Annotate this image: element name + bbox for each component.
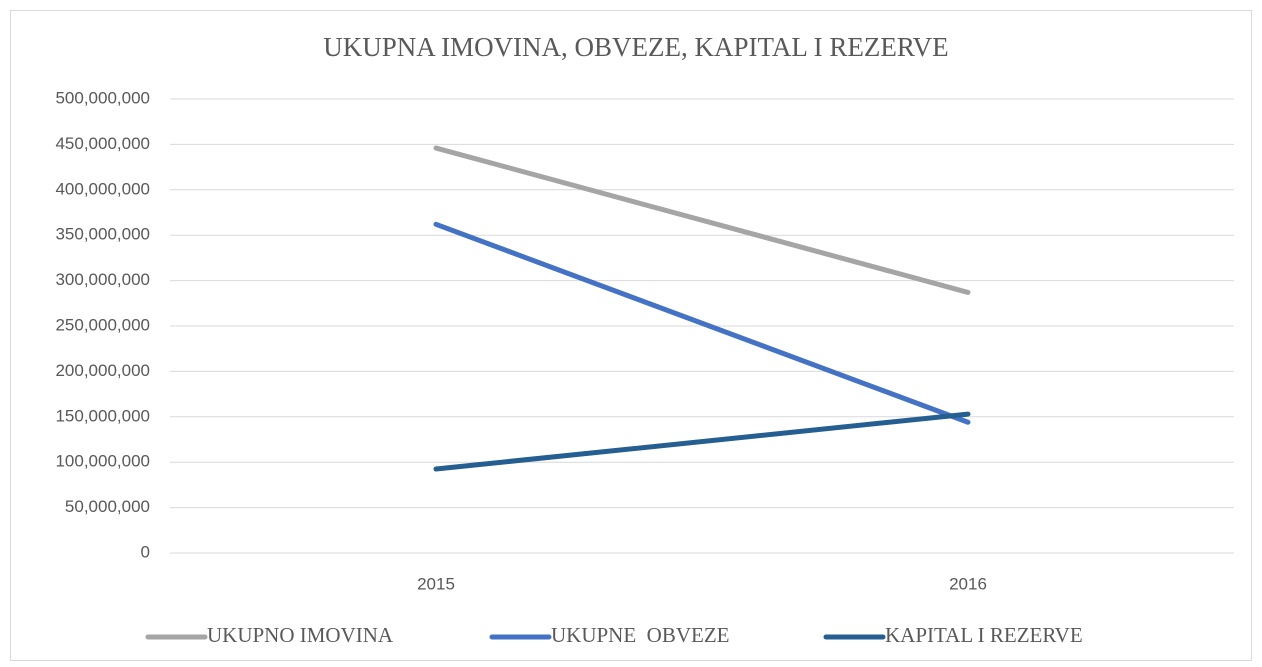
series-line xyxy=(433,221,971,425)
y-tick-label: 200,000,000 xyxy=(55,361,150,380)
legend-label: UKUPNO IMOVINA xyxy=(207,623,394,647)
chart-title: UKUPNA IMOVINA, OBVEZE, KAPITAL I REZERV… xyxy=(323,32,948,62)
legend-label: UKUPNE OBVEZE xyxy=(551,623,730,647)
y-tick-label: 50,000,000 xyxy=(65,497,150,516)
y-tick-label: 500,000,000 xyxy=(55,88,150,107)
y-tick-label: 0 xyxy=(141,542,150,561)
y-tick-label: 350,000,000 xyxy=(55,225,150,244)
y-tick-label: 400,000,000 xyxy=(55,179,150,198)
x-tick-label: 2016 xyxy=(949,574,987,593)
chart-border xyxy=(10,10,1252,661)
x-tick-label: 2015 xyxy=(417,574,455,593)
y-tick-label: 100,000,000 xyxy=(55,452,150,471)
y-tick-label: 150,000,000 xyxy=(55,406,150,425)
y-tick-label: 300,000,000 xyxy=(55,270,150,289)
y-tick-label: 450,000,000 xyxy=(55,134,150,153)
series-line xyxy=(433,145,971,295)
y-tick-label: 250,000,000 xyxy=(55,315,150,334)
legend-label: KAPITAL I REZERVE xyxy=(885,623,1083,647)
series-line xyxy=(433,411,971,472)
